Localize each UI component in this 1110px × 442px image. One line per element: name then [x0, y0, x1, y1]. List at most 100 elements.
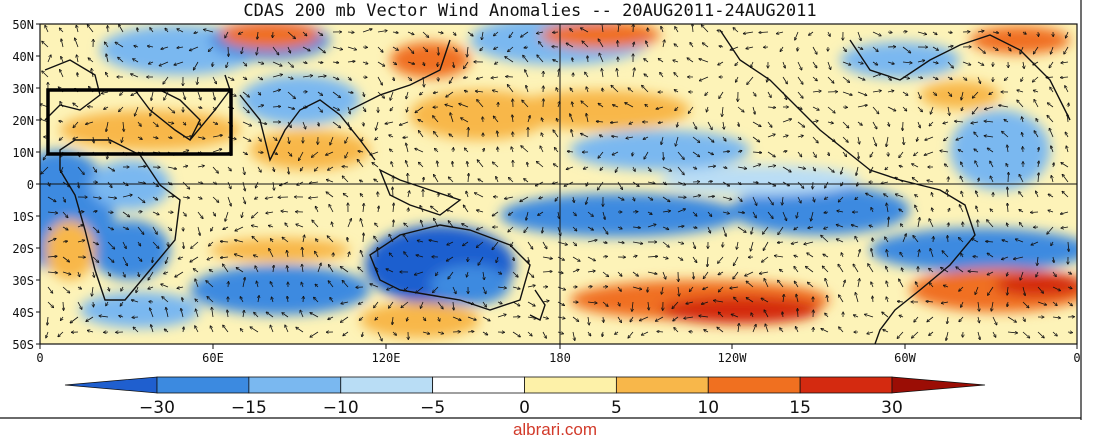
colorbar-tick: 0: [519, 398, 530, 418]
wind-vector: [763, 226, 769, 234]
wind-vector: [1038, 31, 1039, 37]
wind-vector: [917, 106, 923, 112]
wind-vector: [956, 136, 964, 140]
lat-label: 0: [27, 178, 34, 192]
wind-vector: [347, 32, 354, 33]
wind-vector: [556, 88, 558, 93]
wind-vector: [1004, 119, 1009, 123]
wind-vector: [947, 46, 953, 47]
wind-vector: [586, 196, 589, 204]
wind-vector: [417, 240, 424, 242]
wind-vector: [347, 106, 350, 114]
wind-vector: [235, 240, 244, 243]
wind-vector: [403, 234, 409, 243]
wind-vector: [812, 151, 816, 157]
wind-vector: [437, 161, 438, 168]
wind-vector: [357, 159, 364, 168]
wind-vector: [197, 91, 201, 100]
wind-vector: [213, 211, 216, 216]
wind-vector: [612, 151, 619, 155]
wind-vector: [212, 91, 215, 100]
wind-vector: [675, 106, 679, 111]
wind-vector: [733, 28, 739, 33]
wind-vector: [403, 137, 409, 138]
wind-vector: [602, 242, 607, 243]
colorbar-tick: −15: [231, 398, 267, 418]
wind-vector: [508, 46, 514, 52]
wind-vector: [644, 151, 649, 159]
wind-vector: [363, 233, 364, 243]
wind-vector: [751, 226, 754, 234]
wind-vector: [362, 106, 366, 112]
wind-vector: [197, 107, 202, 108]
wind-vector: [660, 72, 664, 78]
wind-vector: [977, 76, 981, 84]
wind-vector: [836, 239, 844, 243]
wind-vector: [318, 121, 319, 126]
wind-vector: [870, 151, 874, 157]
wind-vector: [932, 46, 939, 50]
wind-vector: [886, 203, 888, 213]
wind-vector: [492, 90, 499, 92]
wind-vector: [257, 152, 263, 153]
wind-vector: [108, 26, 109, 33]
wind-vector: [962, 76, 967, 80]
wind-vector: [107, 197, 117, 198]
wind-vector: [447, 241, 454, 245]
wind-vector: [677, 121, 678, 127]
wind-vector: [167, 137, 172, 138]
wind-vector: [288, 166, 289, 174]
wind-vector: [167, 196, 174, 197]
wind-vector: [929, 219, 934, 228]
wind-vector: [812, 76, 817, 81]
wind-vector: [797, 46, 798, 51]
wind-vector: [707, 211, 712, 217]
wind-vector: [327, 236, 334, 243]
wind-vector: [496, 176, 499, 183]
wind-vector: [509, 31, 514, 38]
wind-vector: [415, 148, 424, 153]
wind-vector: [872, 121, 877, 129]
wind-vector: [135, 106, 139, 116]
anomaly-blob: [970, 26, 1070, 54]
wind-vector: [572, 102, 573, 108]
wind-vector: [197, 76, 198, 85]
anomaly-blob: [240, 75, 360, 125]
wind-vector: [242, 77, 247, 80]
wind-vector: [987, 148, 994, 153]
wind-vector: [778, 226, 784, 235]
wind-vector: [692, 136, 700, 143]
wind-vector: [152, 121, 158, 127]
wind-vector: [644, 59, 649, 63]
wind-vector: [312, 220, 319, 228]
wind-vector: [633, 196, 635, 201]
wind-vector: [174, 61, 184, 65]
anomaly-blob: [410, 90, 550, 140]
wind-vector: [106, 121, 109, 132]
wind-vector: [527, 116, 530, 123]
wind-vector: [415, 106, 424, 113]
wind-vector: [256, 46, 258, 55]
wind-vector: [107, 166, 115, 171]
wind-vector: [617, 196, 624, 200]
wind-vector: [347, 46, 357, 50]
wind-vector: [1060, 211, 1069, 214]
lat-label: 40N: [12, 50, 34, 64]
wind-vector: [1038, 173, 1039, 183]
wind-vector: [618, 41, 619, 48]
wind-vector: [722, 151, 730, 152]
wind-vector: [134, 46, 139, 47]
wind-vector: [449, 134, 454, 138]
wind-vector: [332, 91, 341, 98]
wind-vector: [962, 61, 971, 65]
wind-vector: [947, 91, 952, 96]
wind-vector: [990, 209, 994, 213]
wind-vector: [1022, 117, 1023, 123]
wind-vector: [587, 226, 593, 230]
wind-vector: [391, 162, 393, 168]
wind-vector: [1022, 32, 1026, 34]
wind-vector: [137, 226, 144, 235]
wind-vector: [1051, 46, 1054, 54]
wind-vector: [137, 28, 138, 33]
wind-vector: [612, 136, 619, 137]
